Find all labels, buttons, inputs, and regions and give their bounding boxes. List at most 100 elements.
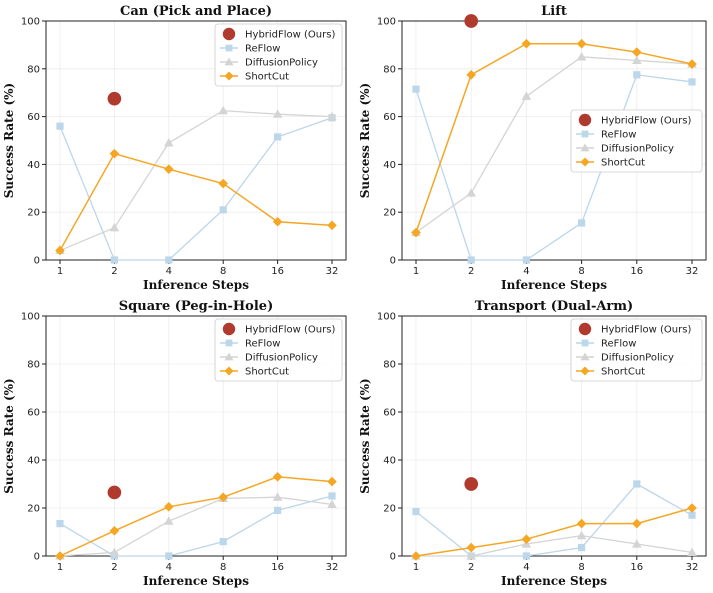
y-tick-label: 20 [383,208,396,219]
legend-label: ReFlow [601,339,636,350]
y-tick-label: 20 [27,208,40,219]
data-point [110,256,118,264]
data-point [412,508,420,516]
data-point [576,38,587,49]
series-diffusionpolicy [411,530,697,560]
legend-label: ShortCut [245,367,289,378]
data-point [165,256,173,264]
x-tick-label: 4 [523,562,529,573]
data-point [576,530,587,540]
chart-title: Lift [541,4,567,19]
data-point [327,220,337,231]
plot-frame [401,315,707,557]
x-tick-label: 32 [686,266,699,277]
x-tick-label: 2 [468,562,474,573]
x-axis-label: Inference Steps [501,574,607,588]
series-line [415,56,693,234]
x-tick-label: 8 [220,266,226,277]
series-line [59,117,333,261]
legend-label: HybridFlow (Ours) [601,325,691,336]
x-tick-label: 16 [630,562,643,573]
data-point [632,47,642,57]
data-point [55,551,65,561]
data-point [107,91,122,106]
legend-box [214,318,343,382]
series-line [415,42,693,233]
data-point [272,472,283,482]
data-point [466,551,476,560]
plot-frame [45,315,347,557]
x-tick-label: 2 [111,266,117,277]
series-diffusionpolicy [55,105,337,255]
data-point [522,552,530,560]
y-tick-label: 20 [27,504,40,515]
plot-frame [45,20,347,261]
series-hybridflow-ours [464,14,479,28]
x-axis-label: Inference Steps [143,278,249,292]
data-point [164,502,174,512]
legend-box [570,318,703,382]
data-point [109,526,120,536]
y-tick-label: 80 [383,360,396,371]
data-point [576,518,587,529]
x-axis-label: Inference Steps [143,574,249,588]
legend-label: ReFlow [601,130,636,141]
data-point [274,133,282,141]
data-point [633,480,641,488]
data-point [466,188,476,197]
series-shortcut [55,148,337,256]
chart-panel-1: Can (Pick and Place) 0 20 40 60 80 100 1 2 4 8 16 32… [2,4,347,292]
legend-label: ShortCut [245,72,289,83]
data-point [328,492,336,500]
series-line [415,74,693,261]
data-point [272,109,283,118]
y-tick-label: 60 [383,408,396,419]
data-point [219,206,227,214]
data-point [687,547,697,556]
legend-marker [225,339,233,347]
x-tick-label: 1 [413,562,419,573]
data-point [521,38,532,49]
legend-marker [224,352,234,361]
data-point [521,91,532,100]
data-point [466,542,476,553]
data-point [688,511,696,519]
x-tick-label: 16 [271,562,284,573]
x-tick-label: 4 [166,562,172,573]
x-tick-label: 1 [57,562,63,573]
data-point [109,148,120,159]
y-tick-label: 60 [27,408,40,419]
legend-marker [578,322,592,336]
data-point [109,222,120,232]
x-tick-label: 2 [111,562,117,573]
data-point [632,539,642,548]
data-point [578,219,586,227]
y-tick-label: 100 [377,17,396,28]
data-point [464,477,479,491]
data-point [272,492,283,501]
x-tick-label: 8 [578,266,584,277]
series-line [59,496,333,557]
data-point [218,105,228,115]
series-reflow [412,480,696,560]
y-tick-label: 40 [383,456,396,467]
legend-label: ShortCut [601,158,645,169]
data-point [327,111,337,121]
legend-label: ReFlow [245,44,280,55]
data-point [218,492,228,502]
y-tick-label: 100 [377,312,396,323]
series-shortcut [411,503,697,561]
data-point [164,516,174,525]
data-point [274,506,282,514]
legend-label: ReFlow [245,339,280,350]
legend-marker [224,71,234,81]
data-point [165,552,173,560]
data-point [467,256,475,264]
x-tick-label: 4 [166,266,172,277]
data-point [218,178,228,189]
y-tick-label: 40 [383,160,396,171]
legend-marker [578,113,592,127]
data-point [164,138,174,147]
data-point [107,485,122,500]
legend-marker [224,366,234,376]
